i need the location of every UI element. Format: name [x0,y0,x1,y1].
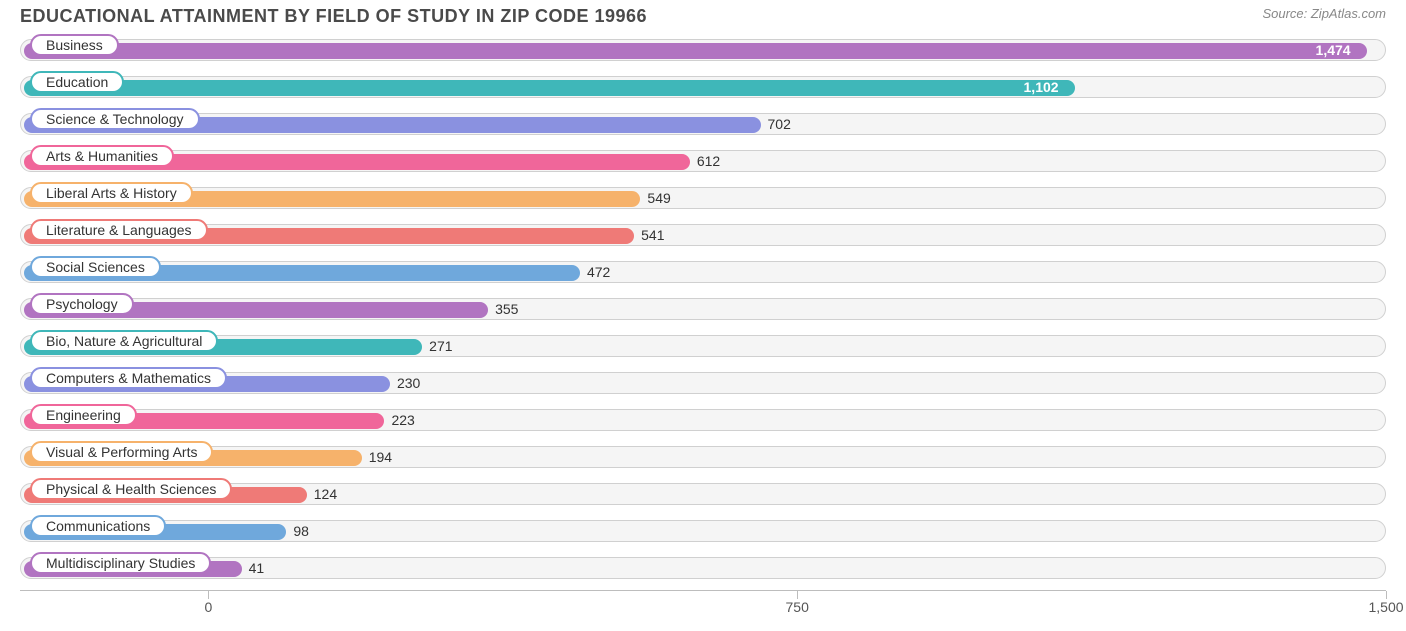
bar-row: Literature & Languages 541 [20,220,1386,250]
bar-value: 223 [383,409,414,431]
bar-track [20,113,1386,135]
bar-label: Liberal Arts & History [30,182,193,204]
x-tick-label: 0 [205,599,213,615]
bar-value: 1,102 [1024,76,1071,98]
bar-track [20,224,1386,246]
bar-value: 702 [760,113,791,135]
chart-header: EDUCATIONAL ATTAINMENT BY FIELD OF STUDY… [0,0,1406,31]
bar-track [20,520,1386,542]
bar-track [20,76,1386,98]
bar-track [20,557,1386,579]
bar-value: 230 [389,372,420,394]
bar-row: Science & Technology 702 [20,109,1386,139]
bar-row: Engineering 223 [20,405,1386,435]
x-tick-label: 1,500 [1368,599,1403,615]
bar-label: Business [30,34,119,56]
bar-label: Science & Technology [30,108,200,130]
bar-row: Communications 98 [20,516,1386,546]
bar-label: Communications [30,515,166,537]
bar-label: Multidisciplinary Studies [30,552,211,574]
bar-value: 541 [633,224,664,246]
bar-row: Psychology 355 [20,294,1386,324]
bar-row: Education 1,102 [20,72,1386,102]
bar-label: Computers & Mathematics [30,367,227,389]
bar-label: Psychology [30,293,134,315]
bar-value: 472 [579,261,610,283]
bar-row: Bio, Nature & Agricultural 271 [20,331,1386,361]
chart-source: Source: ZipAtlas.com [1262,6,1386,21]
bar-label: Literature & Languages [30,219,208,241]
bar-row: Multidisciplinary Studies 41 [20,553,1386,583]
x-tick [208,591,209,599]
bar-track [20,298,1386,320]
bar-label: Arts & Humanities [30,145,174,167]
bar-fill [24,43,1367,59]
bar-row: Liberal Arts & History 549 [20,183,1386,213]
bar-value: 1,474 [1316,39,1363,61]
bar-track [20,187,1386,209]
bar-track [20,409,1386,431]
chart-area: Business 1,474 Education 1,102 Science & Tec… [0,31,1406,583]
bar-row: Computers & Mathematics 230 [20,368,1386,398]
bar-track [20,39,1386,61]
bar-track [20,335,1386,357]
bar-label: Social Sciences [30,256,161,278]
x-axis: 07501,500 [20,590,1386,620]
bar-track [20,446,1386,468]
bar-value: 271 [421,335,452,357]
bar-value: 124 [306,483,337,505]
bar-row: Arts & Humanities 612 [20,146,1386,176]
bar-label: Visual & Performing Arts [30,441,213,463]
bar-row: Visual & Performing Arts 194 [20,442,1386,472]
bar-value: 612 [689,150,720,172]
x-tick [1386,591,1387,599]
bar-label: Education [30,71,124,93]
bar-label: Physical & Health Sciences [30,478,232,500]
bar-row: Business 1,474 [20,35,1386,65]
bar-label: Bio, Nature & Agricultural [30,330,218,352]
x-tick [797,591,798,599]
bar-value: 194 [361,446,392,468]
bar-value: 549 [639,187,670,209]
bar-row: Physical & Health Sciences 124 [20,479,1386,509]
bar-fill [24,80,1075,96]
x-tick-label: 750 [786,599,809,615]
bar-label: Engineering [30,404,137,426]
bar-value: 98 [285,520,309,542]
bar-track [20,261,1386,283]
chart-title: EDUCATIONAL ATTAINMENT BY FIELD OF STUDY… [20,6,647,27]
bar-value: 355 [487,298,518,320]
bar-value: 41 [241,557,265,579]
bar-row: Social Sciences 472 [20,257,1386,287]
